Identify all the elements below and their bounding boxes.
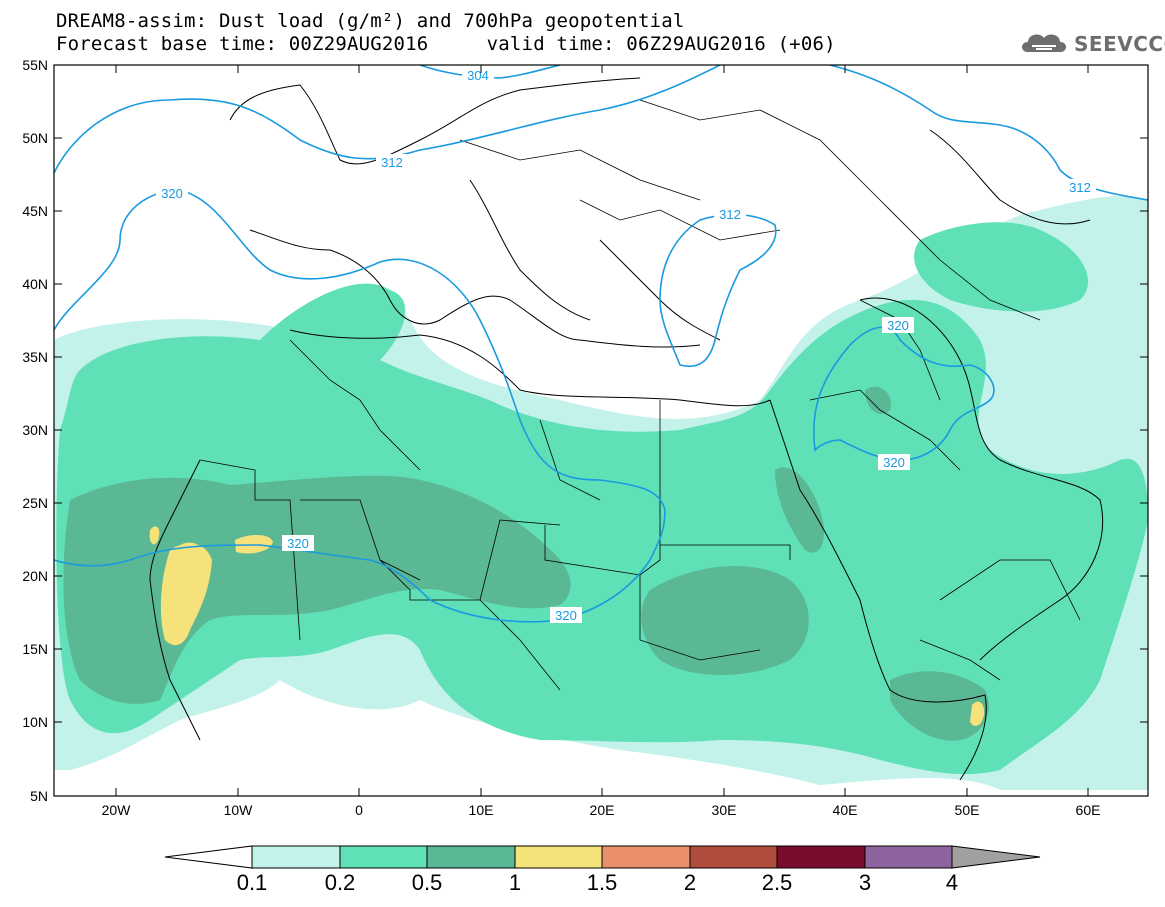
lon-label: 0	[355, 802, 363, 818]
colorbar-label: 0.2	[324, 870, 356, 895]
colorbar-swatch	[864, 845, 953, 869]
axis-ticks	[54, 64, 1148, 797]
colorbar-label: 1	[508, 870, 522, 895]
lon-label: 30E	[711, 802, 737, 818]
dust-field-dark	[63, 386, 989, 741]
colorbar-label: 0.1	[236, 870, 268, 895]
lat-label: 45N	[22, 203, 48, 219]
contour-label: 320	[883, 455, 905, 470]
lon-label: 20E	[589, 802, 615, 818]
lat-label: 50N	[22, 130, 48, 146]
colorbar-over-arrow	[951, 845, 1041, 869]
seevccc-logo: SEEVCCC	[1018, 26, 1165, 58]
lon-label: 20W	[101, 802, 131, 818]
contour-label: 312	[381, 155, 403, 170]
colorbar-swatch	[426, 845, 516, 869]
colorbar-swatch	[251, 845, 341, 869]
colorbar-swatch	[601, 845, 691, 869]
colorbar-label: 3	[858, 870, 872, 895]
lon-label: 50E	[954, 802, 980, 818]
colorbar-label: 4	[945, 870, 959, 895]
contour-label: 304	[467, 68, 489, 83]
colorbar-label: 2.5	[761, 870, 793, 895]
colorbar	[164, 845, 1041, 869]
contour-label: 320	[161, 186, 183, 201]
colorbar-label: 2	[683, 870, 697, 895]
lat-label: 5N	[30, 788, 48, 804]
contour-labels: 304 312 312 312 320 320 320 320 320	[156, 67, 1096, 623]
lat-label: 25N	[22, 495, 48, 511]
lat-label: 15N	[22, 641, 48, 657]
map-title: DREAM8-assim: Dust load (g/m²) and 700hP…	[56, 10, 685, 32]
colorbar-label: 0.5	[411, 870, 443, 895]
colorbar-under-arrow	[164, 845, 253, 869]
colorbar-swatch	[776, 845, 866, 869]
contour-label: 320	[887, 318, 909, 333]
lat-label: 10N	[22, 714, 48, 730]
lon-label: 10E	[468, 802, 494, 818]
contour-label: 320	[555, 608, 577, 623]
contour-label: 320	[287, 536, 309, 551]
lat-label: 20N	[22, 568, 48, 584]
contour-label: 312	[719, 207, 741, 222]
lat-label: 40N	[22, 276, 48, 292]
cloud-logo-icon	[1022, 34, 1066, 52]
lon-label: 10W	[223, 802, 253, 818]
colorbar-swatch	[689, 845, 778, 869]
geopotential-contours	[54, 65, 1148, 623]
lat-label: 30N	[22, 422, 48, 438]
lat-label: 35N	[22, 349, 48, 365]
forecast-times: Forecast base time: 00Z29AUG2016 valid t…	[56, 33, 836, 55]
lon-label: 40E	[832, 802, 858, 818]
lon-label: 60E	[1075, 802, 1101, 818]
logo-text: SEEVCCC	[1074, 32, 1165, 56]
coastlines	[149, 77, 1104, 781]
lat-label: 55N	[22, 57, 48, 73]
colorbar-label: 1.5	[586, 870, 618, 895]
contour-label: 312	[1069, 180, 1091, 195]
colorbar-swatch	[514, 845, 603, 869]
country-borders	[199, 99, 1081, 691]
colorbar-swatch	[339, 845, 428, 869]
